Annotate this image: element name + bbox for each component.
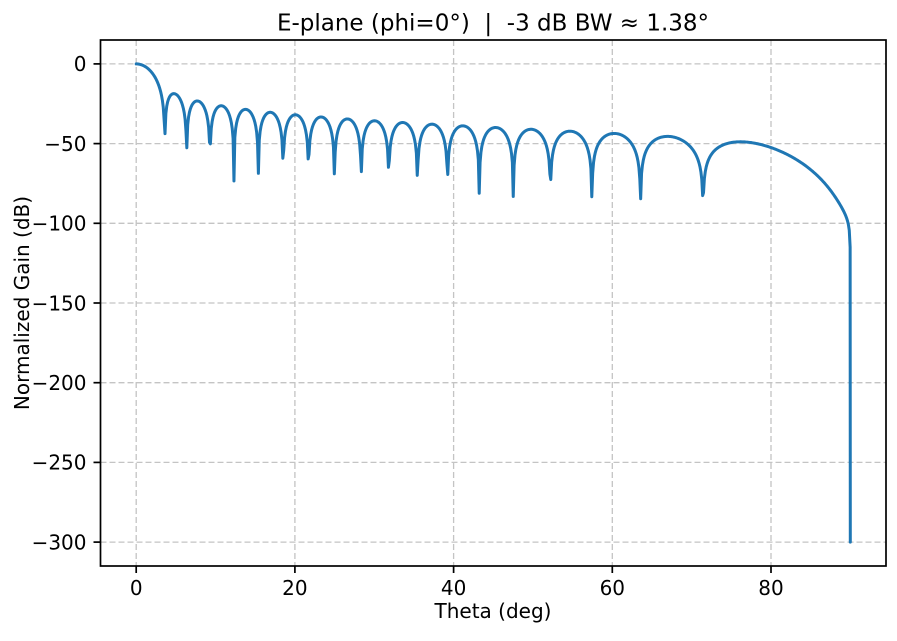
y-tick-label: −50 bbox=[44, 132, 86, 156]
y-axis-label: Normalized Gain (dB) bbox=[10, 196, 34, 410]
y-tick-label: 0 bbox=[74, 52, 87, 76]
x-tick-label: 60 bbox=[600, 576, 625, 600]
y-tick-label: −100 bbox=[32, 212, 87, 236]
y-tick-label: −200 bbox=[32, 371, 87, 395]
x-axis-ticks: 0 20 40 60 80 bbox=[130, 566, 784, 600]
y-tick-label: −150 bbox=[32, 291, 87, 315]
x-tick-label: 0 bbox=[130, 576, 143, 600]
y-tick-label: −300 bbox=[32, 530, 87, 554]
x-tick-label: 20 bbox=[282, 576, 307, 600]
x-tick-label: 80 bbox=[758, 576, 783, 600]
e-plane-pattern-curve bbox=[134, 62, 852, 544]
x-axis-label: Theta (deg) bbox=[434, 599, 552, 623]
y-axis-ticks: 0 −50 −100 −150 −200 −250 −300 bbox=[32, 52, 101, 554]
y-tick-label: −250 bbox=[32, 451, 87, 475]
grid-lines bbox=[100, 40, 886, 566]
chart-title: E-plane (phi=0°) | -3 dB BW ≈ 1.38° bbox=[277, 11, 709, 37]
x-tick-label: 40 bbox=[441, 576, 466, 600]
